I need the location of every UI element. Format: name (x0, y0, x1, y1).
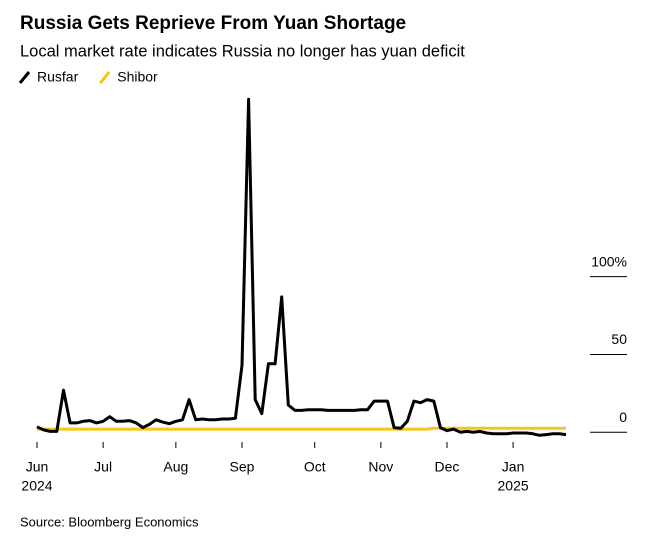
source: Source: Bloomberg Economics (20, 514, 199, 529)
x-tick-label: Dec (435, 459, 460, 475)
x-tick-label: Aug (163, 459, 188, 475)
x-tick-label: Jun (26, 459, 49, 475)
y-tick-label: 100% (591, 253, 627, 269)
x-tick-label: Nov (368, 459, 393, 475)
x-tick-label: Jul (94, 459, 112, 475)
line-rusfar (36, 97, 567, 437)
x-tick-label: Jan (502, 459, 525, 475)
x-year-label: 2025 (498, 478, 529, 494)
legend-label: Shibor (117, 69, 158, 85)
legend-swatch (99, 71, 111, 84)
chart-title: Russia Gets Reprieve From Yuan Shortage (20, 13, 406, 34)
x-tick-label: Sep (230, 459, 255, 475)
legend-swatch (18, 71, 31, 84)
x-year-label: 2024 (21, 478, 52, 494)
line-shibor (37, 426, 566, 431)
x-tick-label: Oct (304, 459, 326, 475)
chart-subtitle: Local market rate indicates Russia no lo… (20, 42, 465, 60)
y-tick-label: 0 (619, 409, 627, 425)
y-tick-label: 50 (611, 331, 627, 347)
legend-label: Rusfar (37, 69, 79, 85)
